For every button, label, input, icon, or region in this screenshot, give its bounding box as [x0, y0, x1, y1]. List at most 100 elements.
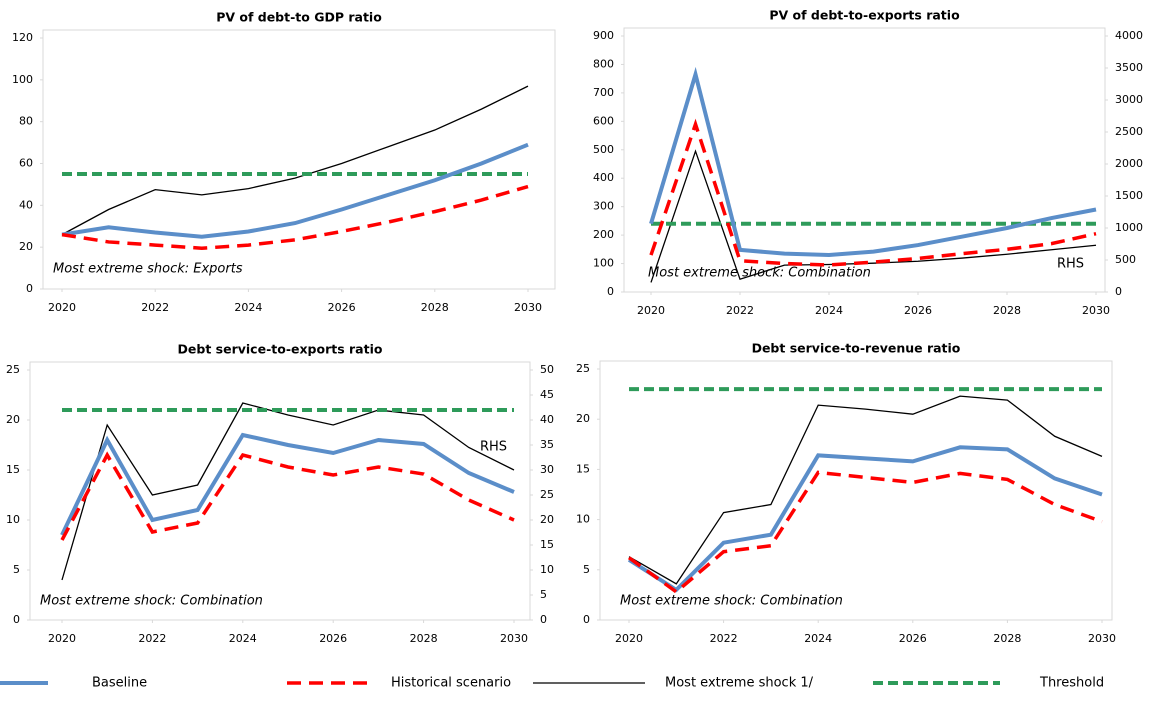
y-tick-label: 20 — [576, 412, 590, 425]
x-tick-label: 2020 — [48, 632, 76, 645]
y-tick-label: 15 — [6, 463, 20, 476]
legend-label: Historical scenario — [391, 676, 511, 691]
x-tick-label: 2020 — [637, 304, 665, 317]
legend-label: Threshold — [1039, 676, 1104, 691]
y-tick-label: 100 — [12, 73, 33, 86]
y-tick-label: 500 — [593, 143, 614, 156]
y2-tick-label: 1500 — [1115, 189, 1143, 202]
y2-tick-label: 1000 — [1115, 221, 1143, 234]
series-line — [627, 445, 1103, 593]
x-tick-label: 2028 — [993, 304, 1021, 317]
y-tick-label: 900 — [593, 29, 614, 42]
y-tick-label: 15 — [576, 462, 590, 475]
y-tick-label: 25 — [6, 363, 20, 376]
y-tick-label: 5 — [13, 563, 20, 576]
y-tick-label: 300 — [593, 200, 614, 213]
series-line — [61, 142, 529, 239]
x-tick-label: 2022 — [141, 301, 169, 314]
x-tick-label: 2028 — [410, 632, 438, 645]
series-line — [60, 451, 515, 541]
x-tick-label: 2026 — [904, 304, 932, 317]
y2-tick-label: 500 — [1115, 253, 1136, 266]
y-tick-label: 20 — [19, 240, 33, 253]
y-tick-label: 800 — [593, 57, 614, 70]
x-tick-label: 2024 — [229, 632, 257, 645]
y-tick-label: 700 — [593, 86, 614, 99]
y2-tick-label: 3000 — [1115, 93, 1143, 106]
y2-tick-label: 35 — [540, 438, 554, 451]
x-tick-label: 2028 — [993, 632, 1021, 645]
y-tick-label: 25 — [576, 362, 590, 375]
y2-tick-label: 0 — [540, 613, 547, 626]
chart-title: Debt service-to-exports ratio — [178, 342, 383, 357]
y2-tick-label: 10 — [540, 563, 554, 576]
plot-frame — [623, 27, 1106, 293]
y2-tick-label: 2500 — [1115, 125, 1143, 138]
y-tick-label: 0 — [13, 613, 20, 626]
series-line — [61, 402, 515, 581]
chart-title: PV of debt-to-exports ratio — [769, 8, 960, 23]
plot-frame — [599, 360, 1113, 621]
annotation: Most extreme shock: Exports — [53, 262, 243, 277]
y-tick-label: 100 — [593, 257, 614, 270]
x-tick-label: 2026 — [319, 632, 347, 645]
y2-tick-label: 50 — [540, 363, 554, 376]
y2-tick-label: 15 — [540, 538, 554, 551]
rhs-label: RHS — [480, 440, 507, 455]
legend-label: Baseline — [92, 676, 147, 691]
y2-tick-label: 20 — [540, 513, 554, 526]
legend-label: Most extreme shock 1/ — [665, 676, 814, 691]
x-tick-label: 2020 — [615, 632, 643, 645]
y-tick-label: 0 — [26, 282, 33, 295]
y-tick-label: 10 — [6, 513, 20, 526]
y-tick-label: 600 — [593, 114, 614, 127]
y2-tick-label: 45 — [540, 388, 554, 401]
y2-tick-label: 5 — [540, 588, 547, 601]
annotation: Most extreme shock: Combination — [620, 594, 843, 609]
x-tick-label: 2030 — [1082, 304, 1110, 317]
series-line — [649, 118, 1097, 267]
y-tick-label: 10 — [576, 513, 590, 526]
y-tick-label: 5 — [583, 563, 590, 576]
series-line — [628, 395, 1103, 585]
y2-tick-label: 30 — [540, 463, 554, 476]
y-tick-label: 400 — [593, 171, 614, 184]
annotation: Most extreme shock: Combination — [40, 594, 263, 609]
series-line — [649, 66, 1097, 258]
y-tick-label: 120 — [12, 31, 33, 44]
series-line — [61, 85, 529, 236]
x-tick-label: 2024 — [234, 301, 262, 314]
x-tick-label: 2030 — [1088, 632, 1116, 645]
x-tick-label: 2022 — [710, 632, 738, 645]
x-tick-label: 2030 — [500, 632, 528, 645]
plot-frame — [42, 29, 556, 290]
y-tick-label: 0 — [607, 285, 614, 298]
x-tick-label: 2026 — [328, 301, 356, 314]
x-tick-label: 2030 — [514, 301, 542, 314]
y2-tick-label: 0 — [1115, 285, 1122, 298]
x-tick-label: 2024 — [804, 632, 832, 645]
plot-frame — [29, 361, 531, 621]
series-line — [650, 149, 1097, 283]
y2-tick-label: 40 — [540, 413, 554, 426]
series-line — [61, 184, 529, 250]
y2-tick-label: 25 — [540, 488, 554, 501]
x-tick-label: 2022 — [138, 632, 166, 645]
series-line — [60, 432, 515, 536]
y-tick-label: 80 — [19, 115, 33, 128]
y-tick-label: 20 — [6, 413, 20, 426]
series-line — [627, 470, 1103, 595]
y2-tick-label: 2000 — [1115, 157, 1143, 170]
y-tick-label: 0 — [583, 613, 590, 626]
chart-title: Debt service-to-revenue ratio — [752, 341, 961, 356]
y-tick-label: 40 — [19, 198, 33, 211]
x-tick-label: 2026 — [899, 632, 927, 645]
chart-title: PV of debt-to GDP ratio — [216, 10, 382, 25]
x-tick-label: 2020 — [48, 301, 76, 314]
annotation: Most extreme shock: Combination — [648, 266, 871, 281]
x-tick-label: 2028 — [421, 301, 449, 314]
x-tick-label: 2024 — [815, 304, 843, 317]
y2-tick-label: 3500 — [1115, 61, 1143, 74]
x-tick-label: 2022 — [726, 304, 754, 317]
